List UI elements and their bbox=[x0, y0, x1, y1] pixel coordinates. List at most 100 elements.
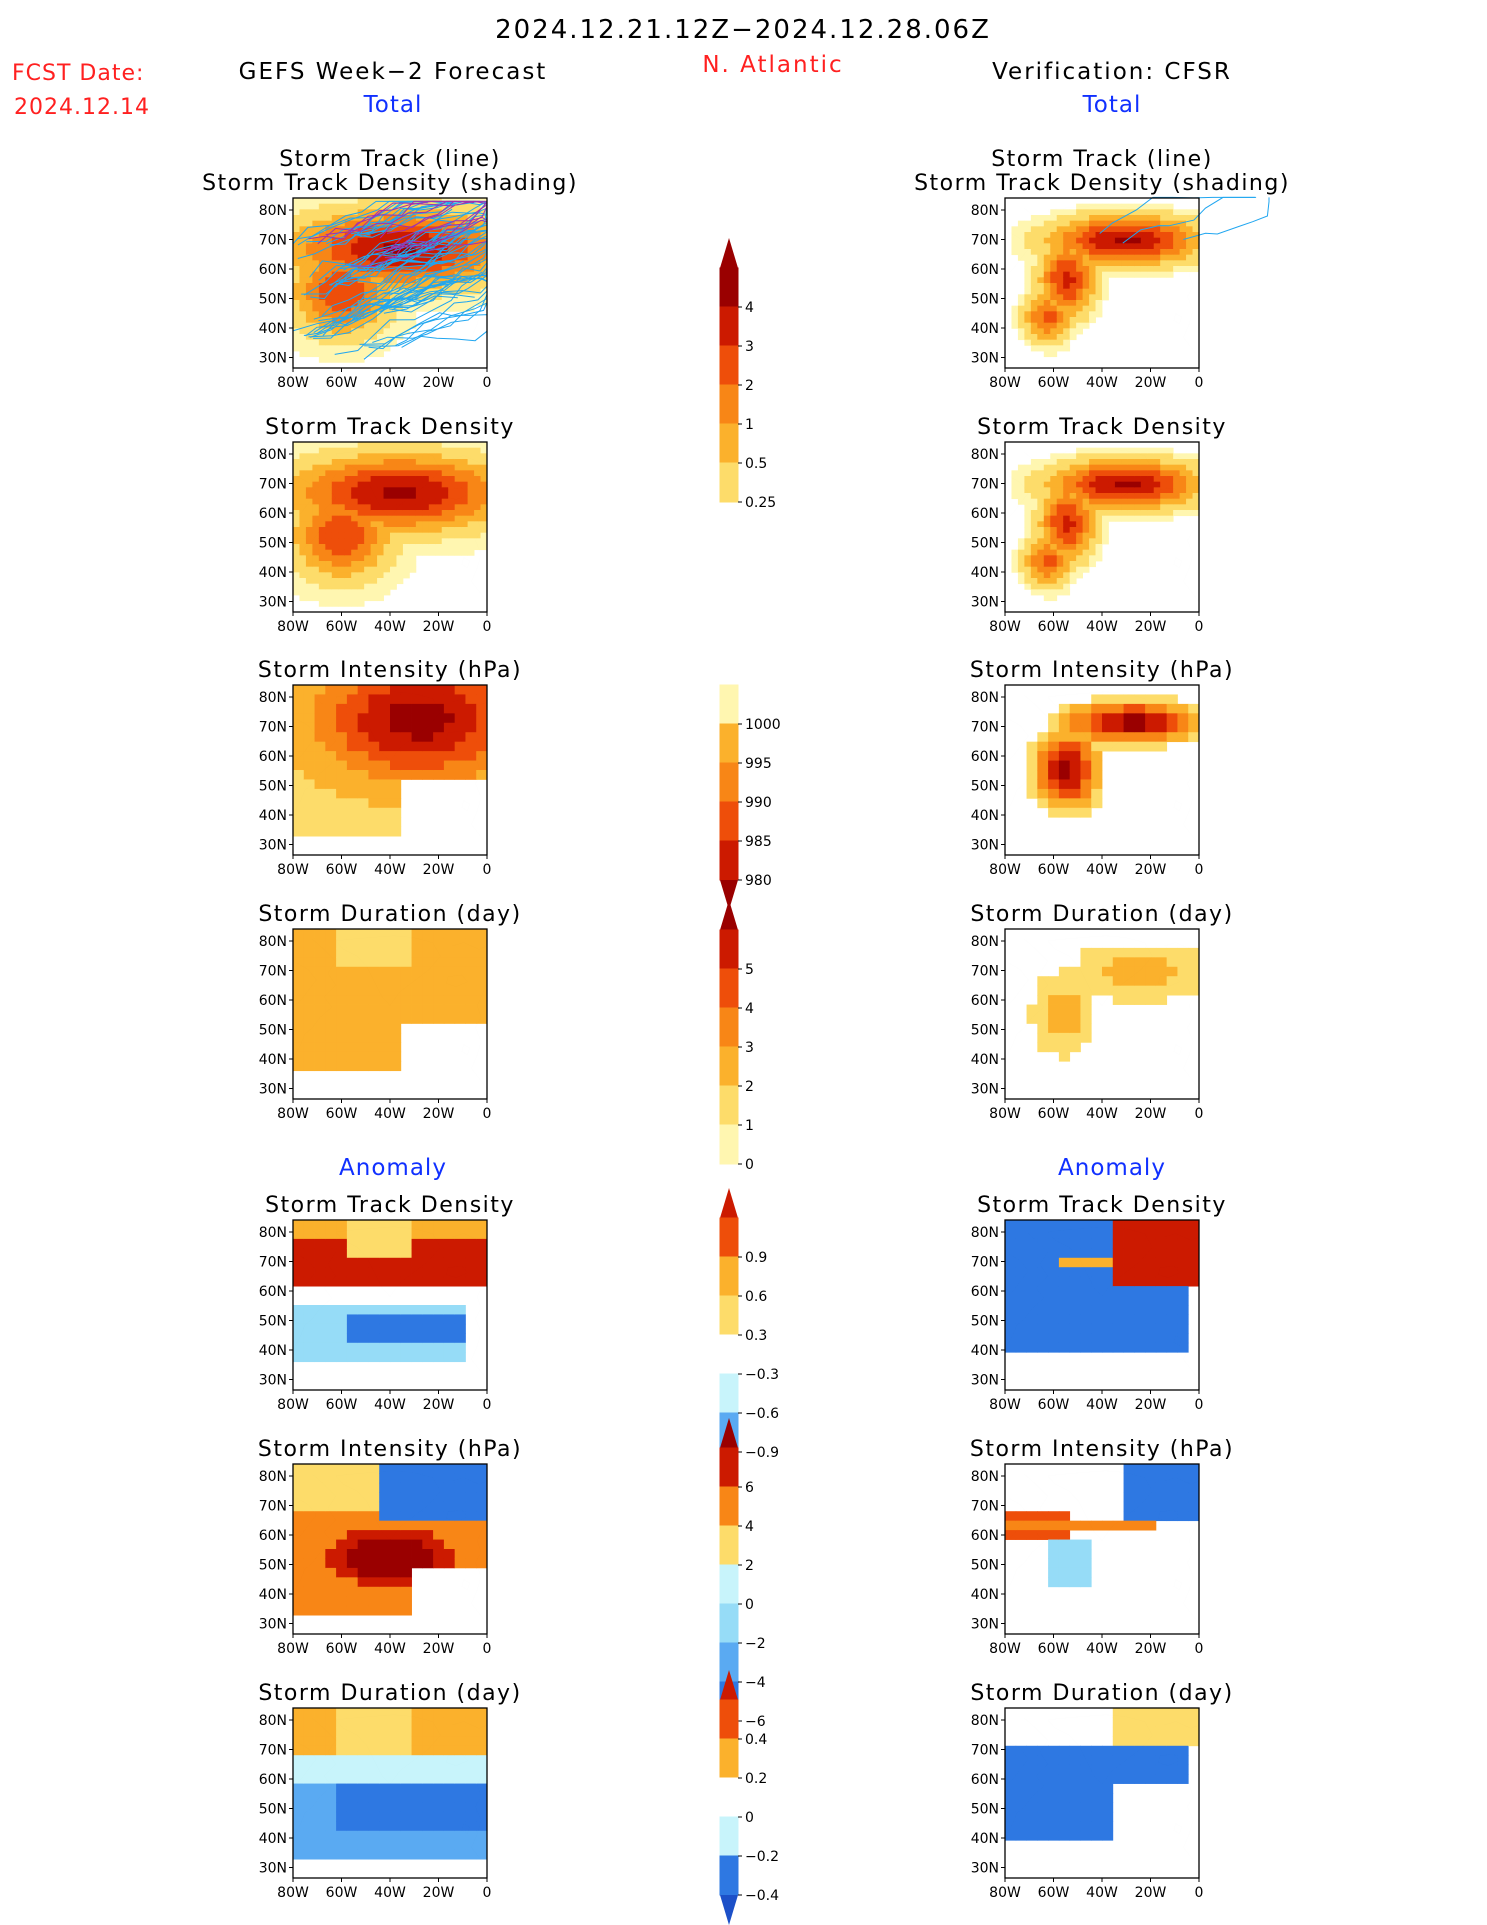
shaded-cell bbox=[409, 521, 417, 528]
shaded-cell bbox=[433, 1352, 445, 1363]
colorbar-segment bbox=[719, 840, 739, 881]
shaded-cell bbox=[1030, 328, 1038, 335]
shaded-cell bbox=[377, 203, 384, 210]
shaded-cell bbox=[390, 995, 402, 1005]
coastline bbox=[336, 1227, 441, 1297]
shaded-cell bbox=[1058, 1774, 1071, 1784]
shaded-cell bbox=[325, 817, 337, 828]
shaded-cell bbox=[1050, 595, 1058, 602]
shaded-cell bbox=[1011, 481, 1019, 488]
storm-track-line bbox=[303, 244, 435, 296]
shaded-cell bbox=[465, 760, 477, 771]
shaded-cell bbox=[364, 555, 371, 562]
shaded-cell bbox=[1048, 1530, 1060, 1540]
shaded-cell bbox=[1108, 464, 1116, 471]
shaded-cell bbox=[379, 1305, 391, 1315]
shaded-cell bbox=[390, 1473, 402, 1484]
shaded-cell bbox=[1080, 732, 1092, 743]
shaded-cell bbox=[293, 751, 305, 761]
shaded-cell bbox=[422, 1802, 434, 1813]
shaded-cell bbox=[428, 249, 436, 256]
shaded-cell bbox=[409, 322, 417, 329]
lon-tick-label: 0 bbox=[1195, 1885, 1204, 1901]
shaded-cell bbox=[364, 198, 371, 205]
shaded-cell bbox=[336, 1023, 348, 1034]
shaded-cell bbox=[441, 232, 449, 239]
shaded-cell bbox=[1024, 538, 1032, 545]
shaded-cell bbox=[1123, 985, 1135, 996]
shaded-cell bbox=[351, 532, 359, 539]
shaded-cell bbox=[318, 339, 326, 346]
shaded-cell bbox=[368, 1314, 380, 1325]
shaded-cell bbox=[368, 1830, 380, 1841]
shaded-cell bbox=[400, 1501, 412, 1512]
shaded-cell bbox=[1080, 1305, 1092, 1315]
lat-tick-label: 40N bbox=[259, 1587, 287, 1603]
shaded-cell bbox=[390, 957, 402, 968]
shaded-cell bbox=[465, 770, 477, 780]
shaded-cell bbox=[1037, 1295, 1049, 1306]
shaded-cell bbox=[1037, 510, 1045, 517]
shaded-cell bbox=[1121, 493, 1129, 500]
shaded-cell bbox=[370, 351, 378, 358]
shaded-cell bbox=[305, 249, 313, 256]
shaded-cell bbox=[1145, 1342, 1157, 1353]
shaded-cell bbox=[1145, 1295, 1157, 1306]
shaded-cell bbox=[1179, 220, 1187, 227]
shaded-cell bbox=[1063, 237, 1071, 244]
shaded-cell bbox=[433, 1755, 445, 1766]
shaded-cell bbox=[1188, 1257, 1200, 1268]
shaded-cell bbox=[1140, 481, 1148, 488]
lat-tick-label: 70N bbox=[971, 477, 999, 493]
shaded-cell bbox=[1145, 713, 1157, 724]
shaded-cell bbox=[1063, 260, 1071, 267]
shaded-cell bbox=[1048, 751, 1060, 761]
shaded-cell bbox=[379, 1530, 391, 1540]
shaded-cell bbox=[454, 510, 462, 517]
shaded-cell bbox=[1091, 770, 1103, 780]
shaded-cell bbox=[396, 481, 404, 488]
shaded-cell bbox=[377, 595, 384, 602]
shaded-cell bbox=[1140, 487, 1148, 494]
shaded-cell bbox=[1043, 521, 1051, 528]
shaded-cell bbox=[1121, 203, 1129, 210]
shaded-cell bbox=[476, 741, 488, 752]
shaded-cell bbox=[1166, 266, 1174, 273]
shaded-cell bbox=[1063, 583, 1071, 590]
shaded-cell bbox=[357, 1305, 369, 1315]
shaded-cell bbox=[1048, 1558, 1060, 1569]
shaded-cell bbox=[476, 1849, 488, 1860]
shaded-cell bbox=[409, 277, 417, 284]
shaded-cell bbox=[357, 1821, 369, 1832]
shaded-cell bbox=[435, 476, 443, 483]
shaded-cell bbox=[454, 544, 462, 551]
shaded-cell bbox=[357, 203, 365, 210]
shaded-cell bbox=[474, 277, 481, 284]
shaded-cell bbox=[390, 1342, 402, 1353]
shaded-cell bbox=[331, 498, 339, 505]
shaded-cell bbox=[1058, 1793, 1071, 1803]
shaded-cell bbox=[1102, 1811, 1114, 1822]
shaded-cell bbox=[344, 334, 352, 341]
shaded-cell bbox=[1037, 1314, 1049, 1325]
shaded-cell bbox=[1030, 515, 1038, 522]
shaded-cell bbox=[1050, 243, 1058, 250]
shaded-cell bbox=[454, 1539, 466, 1550]
shaded-cell bbox=[364, 583, 371, 590]
shaded-cell bbox=[312, 220, 320, 227]
coastline bbox=[1048, 1471, 1153, 1541]
shaded-cell bbox=[1089, 464, 1096, 471]
shaded-cell bbox=[480, 442, 488, 449]
shaded-cell bbox=[411, 1793, 423, 1803]
shaded-cell bbox=[1102, 249, 1109, 256]
shaded-cell bbox=[383, 328, 391, 335]
shaded-cell bbox=[1026, 1530, 1038, 1540]
shaded-cell bbox=[357, 817, 369, 828]
shaded-cell bbox=[1140, 232, 1148, 239]
shaded-cell bbox=[1114, 203, 1122, 210]
shaded-cell bbox=[396, 544, 404, 551]
shaded-cell bbox=[379, 938, 391, 949]
shaded-cell bbox=[433, 1014, 445, 1024]
shaded-cell bbox=[400, 966, 412, 977]
shaded-cell bbox=[411, 1464, 423, 1474]
